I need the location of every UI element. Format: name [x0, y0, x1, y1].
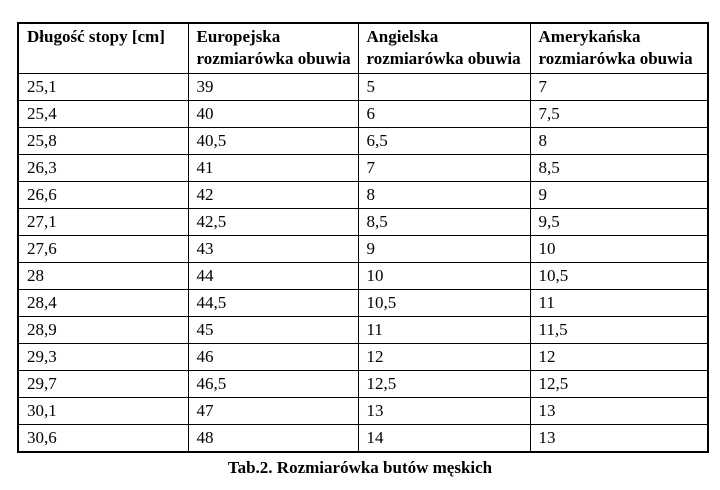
table-cell: 10,5: [529, 261, 709, 290]
table-cell: 5: [357, 72, 531, 101]
table-cell: 25,8: [17, 126, 189, 155]
table-cell: 8,5: [357, 207, 531, 236]
table-cell: 25,1: [17, 72, 189, 101]
table-cell: 30,1: [17, 396, 189, 425]
table-cell: 11: [357, 315, 531, 344]
table-cell: 12: [529, 342, 709, 371]
table-cell: 14: [357, 423, 531, 452]
table-cell: 13: [529, 396, 709, 425]
table-row: 27,1 42,5 8,5 9,5: [17, 207, 709, 236]
table-cell: 8: [529, 126, 709, 155]
table-cell: 12: [357, 342, 531, 371]
table-body: 25,1 39 5 7 25,4 40 6 7,5 25,8 40,5 6,5 8 26,3 41 7 8,5…: [17, 72, 709, 452]
table-cell: 6: [357, 99, 531, 128]
table-cell: 13: [529, 423, 709, 452]
table-cell: 13: [357, 396, 531, 425]
table-cell: 29,3: [17, 342, 189, 371]
table-row: 29,3 46 12 12: [17, 342, 709, 371]
table-cell: 26,6: [17, 180, 189, 209]
table-cell: 26,3: [17, 153, 189, 182]
table-cell: 8: [357, 180, 531, 209]
header-european-size: Europejska rozmiarówka obuwia: [187, 22, 359, 74]
table-row: 28 44 10 10,5: [17, 261, 709, 290]
table-cell: 6,5: [357, 126, 531, 155]
table-cell: 27,1: [17, 207, 189, 236]
table-cell: 12,5: [357, 369, 531, 398]
table-cell: 11: [529, 288, 709, 317]
table-cell: 39: [187, 72, 359, 101]
table-row: 26,6 42 8 9: [17, 180, 709, 209]
table-cell: 7: [357, 153, 531, 182]
table-cell: 27,6: [17, 234, 189, 263]
table-cell: 40,5: [187, 126, 359, 155]
header-english-size: Angielska rozmiarówka obuwia: [357, 22, 531, 74]
table-cell: 9: [529, 180, 709, 209]
table-cell: 25,4: [17, 99, 189, 128]
table-row: 26,3 41 7 8,5: [17, 153, 709, 182]
table-header-row: Długość stopy [cm] Europejska rozmiarówk…: [17, 22, 709, 74]
table-row: 29,7 46,5 12,5 12,5: [17, 369, 709, 398]
table-row: 30,6 48 14 13: [17, 423, 709, 452]
table-cell: 44: [187, 261, 359, 290]
table-row: 30,1 47 13 13: [17, 396, 709, 425]
table-cell: 45: [187, 315, 359, 344]
table-cell: 9: [357, 234, 531, 263]
table-cell: 8,5: [529, 153, 709, 182]
table-cell: 41: [187, 153, 359, 182]
table-cell: 28,9: [17, 315, 189, 344]
table-cell: 10: [529, 234, 709, 263]
table-cell: 29,7: [17, 369, 189, 398]
table-cell: 7: [529, 72, 709, 101]
table-row: 28,4 44,5 10,5 11: [17, 288, 709, 317]
header-foot-length: Długość stopy [cm]: [17, 22, 189, 74]
table-row: 27,6 43 9 10: [17, 234, 709, 263]
table-cell: 48: [187, 423, 359, 452]
table-row: 28,9 45 11 11,5: [17, 315, 709, 344]
table-cell: 42,5: [187, 207, 359, 236]
table-cell: 28,4: [17, 288, 189, 317]
table-cell: 12,5: [529, 369, 709, 398]
header-american-size: Amerykańska rozmiarówka obuwia: [529, 22, 709, 74]
table-cell: 42: [187, 180, 359, 209]
table-row: 25,8 40,5 6,5 8: [17, 126, 709, 155]
table-row: 25,4 40 6 7,5: [17, 99, 709, 128]
table-row: 25,1 39 5 7: [17, 72, 709, 101]
table-cell: 28: [17, 261, 189, 290]
table-cell: 30,6: [17, 423, 189, 452]
table-cell: 40: [187, 99, 359, 128]
table-cell: 7,5: [529, 99, 709, 128]
table-cell: 9,5: [529, 207, 709, 236]
table-cell: 46,5: [187, 369, 359, 398]
table-cell: 10,5: [357, 288, 531, 317]
table-cell: 11,5: [529, 315, 709, 344]
table-cell: 10: [357, 261, 531, 290]
table-cell: 47: [187, 396, 359, 425]
table-cell: 43: [187, 234, 359, 263]
table-caption: Tab.2. Rozmiarówka butów męskich: [227, 458, 493, 477]
table-cell: 46: [187, 342, 359, 371]
shoe-size-table: Długość stopy [cm] Europejska rozmiarówk…: [17, 22, 709, 453]
table-cell: 44,5: [187, 288, 359, 317]
